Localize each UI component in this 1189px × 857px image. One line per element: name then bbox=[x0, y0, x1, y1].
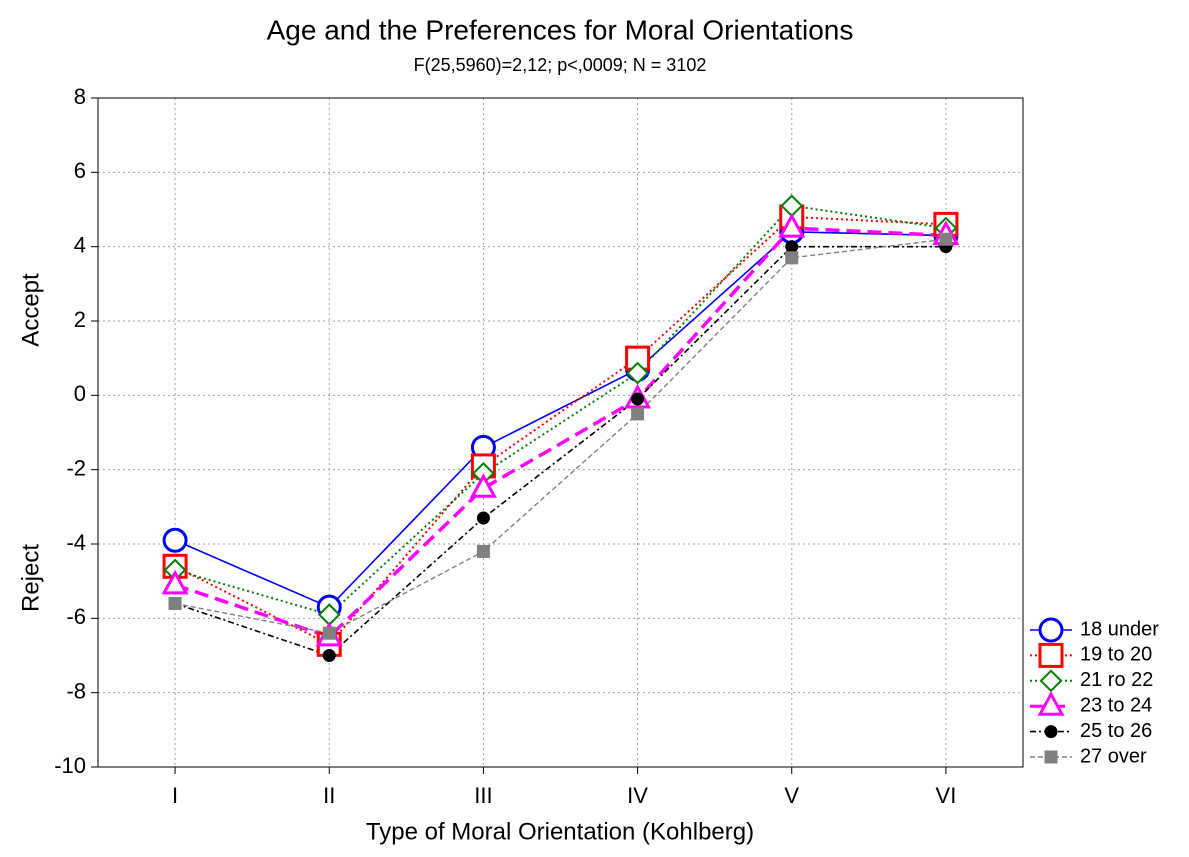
x-tick-label: III bbox=[474, 783, 492, 808]
series-line bbox=[174, 204, 947, 616]
y-tick-label: -10 bbox=[54, 753, 86, 778]
legend-marker bbox=[1038, 617, 1064, 643]
marker bbox=[322, 649, 336, 662]
x-tick-label: V bbox=[784, 783, 799, 808]
legend-marker bbox=[1044, 750, 1058, 764]
marker bbox=[785, 251, 799, 265]
x-tick-label: VI bbox=[936, 783, 957, 808]
legend-marker bbox=[1044, 725, 1058, 739]
legend-label: 27 over bbox=[1080, 745, 1147, 767]
series-line bbox=[174, 238, 947, 634]
legend-label: 18 under bbox=[1080, 618, 1159, 640]
marker bbox=[476, 511, 490, 525]
y-tick-label: 6 bbox=[74, 158, 86, 183]
x-axis-label: Type of Moral Orientation (Kohlberg) bbox=[366, 818, 754, 845]
marker bbox=[161, 569, 189, 595]
series-line bbox=[174, 245, 946, 657]
y-tick-label: -2 bbox=[66, 455, 86, 480]
legend-label: 19 to 20 bbox=[1080, 644, 1152, 666]
y-tick-label: 0 bbox=[74, 381, 86, 406]
y-tick-label: -8 bbox=[66, 678, 86, 703]
chart-title: Age and the Preferences for Moral Orient… bbox=[267, 14, 854, 45]
y-axis-label: Reject bbox=[17, 544, 44, 612]
x-tick-label: IV bbox=[627, 783, 648, 808]
legend-marker bbox=[1037, 691, 1065, 716]
marker bbox=[476, 544, 490, 558]
plot-frame bbox=[97, 97, 1024, 768]
marker bbox=[162, 527, 188, 553]
marker bbox=[168, 596, 182, 610]
y-tick-label: 2 bbox=[74, 307, 86, 332]
marker bbox=[469, 473, 497, 498]
legend-label: 21 ro 22 bbox=[1080, 669, 1153, 691]
series-line bbox=[174, 215, 946, 646]
legend-label: 23 to 24 bbox=[1080, 694, 1152, 716]
x-tick-label: I bbox=[172, 783, 178, 808]
legend-marker bbox=[1039, 669, 1063, 693]
marker bbox=[785, 240, 799, 254]
marker bbox=[322, 626, 336, 640]
series-line bbox=[174, 226, 947, 639]
marker bbox=[626, 361, 649, 385]
chart-subtitle: F(25,5960)=2,12; p<,0009; N = 3102 bbox=[414, 55, 707, 75]
marker bbox=[631, 407, 645, 421]
marker bbox=[778, 212, 806, 238]
x-tick-label: II bbox=[323, 783, 335, 808]
marker bbox=[631, 392, 645, 406]
y-tick-label: 4 bbox=[74, 232, 86, 257]
y-tick-label: -6 bbox=[66, 604, 86, 629]
y-tick-label: 8 bbox=[74, 84, 86, 109]
series-line bbox=[174, 230, 946, 609]
legend-label: 25 to 26 bbox=[1080, 720, 1152, 742]
y-tick-label: -4 bbox=[66, 530, 86, 555]
marker bbox=[939, 232, 953, 246]
y-axis-label: Accept bbox=[17, 273, 44, 347]
legend-marker bbox=[1038, 642, 1064, 668]
